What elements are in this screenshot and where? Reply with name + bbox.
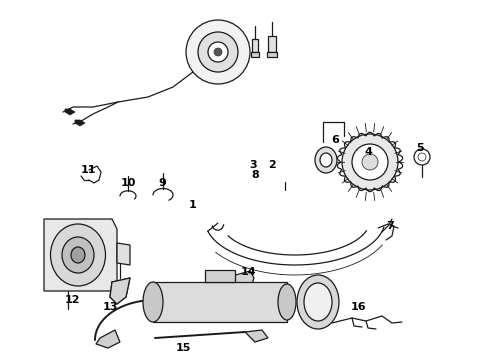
Polygon shape	[245, 330, 268, 342]
Ellipse shape	[297, 275, 339, 329]
Ellipse shape	[50, 224, 105, 286]
Circle shape	[186, 20, 250, 84]
Polygon shape	[65, 109, 75, 115]
Text: 15: 15	[175, 343, 191, 353]
Polygon shape	[267, 52, 277, 57]
Polygon shape	[205, 270, 235, 282]
Circle shape	[352, 144, 388, 180]
Ellipse shape	[62, 237, 94, 273]
Text: 8: 8	[251, 170, 259, 180]
Circle shape	[362, 154, 378, 170]
Polygon shape	[268, 36, 276, 52]
Text: 7: 7	[386, 221, 394, 231]
Polygon shape	[75, 120, 85, 126]
Text: 12: 12	[64, 295, 80, 305]
Text: 6: 6	[331, 135, 339, 145]
Polygon shape	[96, 330, 120, 348]
Polygon shape	[153, 282, 287, 322]
Polygon shape	[44, 219, 117, 291]
Ellipse shape	[278, 284, 296, 320]
Text: 14: 14	[240, 267, 256, 277]
Text: 4: 4	[364, 147, 372, 157]
Text: 2: 2	[268, 160, 276, 170]
Circle shape	[198, 32, 238, 72]
Text: 10: 10	[121, 178, 136, 188]
Text: 1: 1	[189, 200, 197, 210]
Polygon shape	[232, 271, 254, 292]
Ellipse shape	[71, 247, 85, 263]
Text: 3: 3	[249, 160, 257, 170]
Text: 13: 13	[102, 302, 118, 312]
Circle shape	[214, 48, 222, 56]
Circle shape	[208, 42, 228, 62]
Text: 5: 5	[416, 143, 424, 153]
Text: 9: 9	[158, 178, 166, 188]
Ellipse shape	[304, 283, 332, 321]
Polygon shape	[251, 52, 259, 57]
Polygon shape	[117, 243, 130, 265]
Text: 16: 16	[350, 302, 366, 312]
Ellipse shape	[315, 147, 337, 173]
Polygon shape	[252, 39, 258, 52]
Ellipse shape	[143, 282, 163, 322]
Polygon shape	[110, 278, 130, 304]
Circle shape	[342, 134, 398, 190]
Ellipse shape	[320, 153, 332, 167]
Text: 11: 11	[80, 165, 96, 175]
